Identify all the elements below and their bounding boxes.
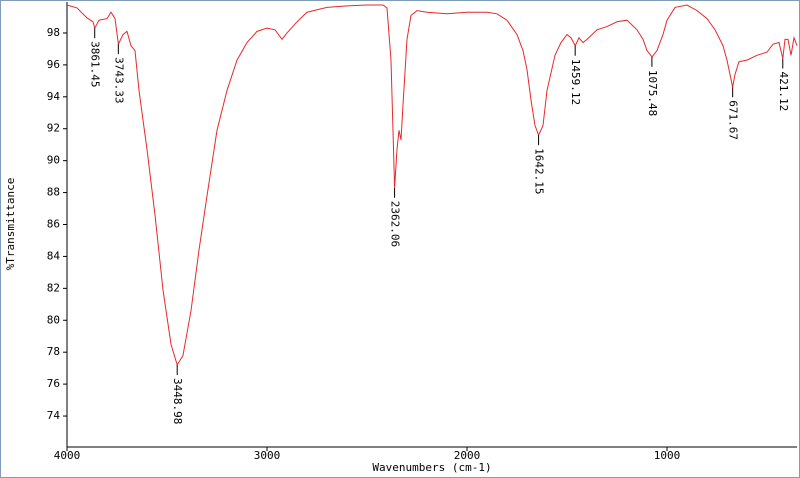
peak-label: 3861.45: [89, 41, 102, 87]
peak-label: 2362.06: [389, 201, 402, 247]
y-tick-label: 96: [47, 58, 60, 71]
y-axis-label: %Transmittance: [4, 178, 17, 271]
peak-label: 3448.98: [171, 378, 184, 424]
x-tick-label: 4000: [54, 449, 81, 462]
y-tick-label: 78: [47, 345, 60, 358]
y-tick-label: 86: [47, 218, 60, 231]
y-tick-label: 98: [47, 26, 60, 39]
y-tick-label: 88: [47, 186, 60, 199]
spectrum-line: [66, 4, 798, 367]
peak-label: 671.67: [727, 100, 740, 140]
y-tick-label: 76: [47, 377, 60, 390]
x-tick-label: 1000: [654, 449, 681, 462]
peak-label: 421.12: [777, 72, 790, 112]
peak-label: 3743.33: [112, 57, 125, 103]
peak-label: 1459.12: [569, 59, 582, 105]
peak-label: 1075.48: [646, 70, 659, 116]
y-tick-label: 92: [47, 122, 60, 135]
y-tick-label: 84: [47, 249, 61, 262]
y-tick-label: 90: [47, 154, 60, 167]
peak-label: 1642.15: [533, 148, 546, 194]
x-tick-label: 3000: [254, 449, 281, 462]
y-tick-label: 82: [47, 281, 60, 294]
x-axis-label: Wavenumbers (cm-1): [372, 461, 491, 474]
y-tick-label: 74: [47, 409, 61, 422]
y-tick-label: 94: [47, 90, 61, 103]
y-tick-label: 80: [47, 313, 60, 326]
x-tick-label: 2000: [454, 449, 481, 462]
